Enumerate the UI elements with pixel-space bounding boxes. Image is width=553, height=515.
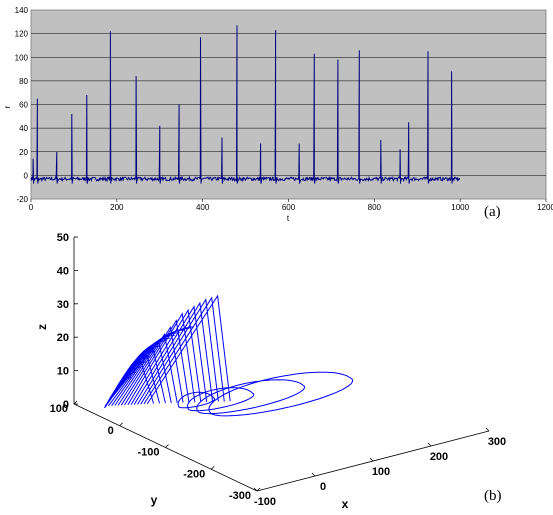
y-axis-label-b: y bbox=[151, 493, 158, 507]
y-tick-label: 80 bbox=[19, 77, 28, 86]
panel-label-b: (b) bbox=[484, 488, 502, 504]
y-tick-labels-b: 1000-100-200-300 bbox=[50, 400, 261, 502]
z-tick-label: 10 bbox=[57, 366, 69, 378]
z-tick-label: 40 bbox=[57, 265, 69, 277]
z-tick-label: 0 bbox=[63, 399, 69, 411]
x-tick-mark bbox=[485, 427, 490, 432]
x-tick-labels-b: -100 0 100 200 300 bbox=[253, 427, 506, 508]
x-tick-mark bbox=[253, 487, 258, 492]
x-axis-label-a: t bbox=[287, 214, 290, 223]
y-tick-mark bbox=[256, 487, 261, 492]
trajectory-3d-line bbox=[104, 294, 354, 417]
y-tick-label: -300 bbox=[229, 490, 251, 502]
y-tick-mark bbox=[119, 422, 124, 427]
x-tick-label: 100 bbox=[372, 466, 390, 478]
y-tick-label: 0 bbox=[108, 425, 114, 437]
x-tick-label: 1000 bbox=[451, 203, 469, 212]
y-tick-labels-a: -20 0 20 40 60 80 100 120 140 bbox=[15, 6, 29, 204]
x-tick-mark bbox=[369, 457, 374, 462]
x-tick-labels-a: 0 200 400 600 800 1000 1200 bbox=[29, 199, 553, 212]
z-tick-label: 30 bbox=[57, 299, 69, 311]
y-tick-label: 140 bbox=[15, 6, 29, 15]
y-tick-label: -200 bbox=[183, 468, 205, 480]
y-tick-label: -20 bbox=[16, 195, 28, 204]
x-tick-mark bbox=[311, 472, 316, 477]
y-tick-label: 100 bbox=[15, 53, 29, 62]
y-tick-label: 20 bbox=[19, 148, 28, 157]
y-tick-mark bbox=[73, 400, 78, 405]
x-tick-label: 800 bbox=[368, 203, 382, 212]
y-tick-label: 0 bbox=[24, 171, 29, 180]
y-tick-label: 100 bbox=[50, 403, 68, 415]
time-series-line bbox=[30, 25, 461, 184]
y-tick-label: 120 bbox=[15, 30, 29, 39]
y-tick-label: -100 bbox=[137, 447, 159, 459]
x-tick-label: 1200 bbox=[537, 203, 553, 212]
x-tick-label: 0 bbox=[29, 203, 34, 212]
y-tick-label: 40 bbox=[19, 124, 28, 133]
y-axis-label-a: r bbox=[3, 105, 12, 108]
gridlines-a bbox=[31, 33, 546, 176]
z-tick-label: 20 bbox=[57, 332, 69, 344]
x-axis-label-b: x bbox=[342, 497, 349, 511]
x-tick-label: 300 bbox=[488, 436, 506, 448]
x-tick-mark bbox=[427, 442, 432, 447]
y-tick-label: 60 bbox=[19, 101, 28, 110]
x-tick-label: 0 bbox=[320, 481, 326, 493]
x-tick-label: 200 bbox=[110, 203, 124, 212]
y-tick-mark bbox=[210, 465, 215, 470]
z-tick-labels: 0 10 20 30 40 50 bbox=[57, 232, 78, 411]
x-tick-label: -100 bbox=[254, 496, 276, 508]
x-tick-label: 400 bbox=[196, 203, 210, 212]
y-tick-mark bbox=[165, 444, 169, 448]
x-tick-label: 200 bbox=[430, 451, 448, 463]
z-tick-label: 50 bbox=[57, 232, 69, 244]
z-axis-label: z bbox=[35, 324, 49, 330]
panel-label-a: (a) bbox=[484, 204, 501, 220]
x-tick-label: 600 bbox=[282, 203, 296, 212]
